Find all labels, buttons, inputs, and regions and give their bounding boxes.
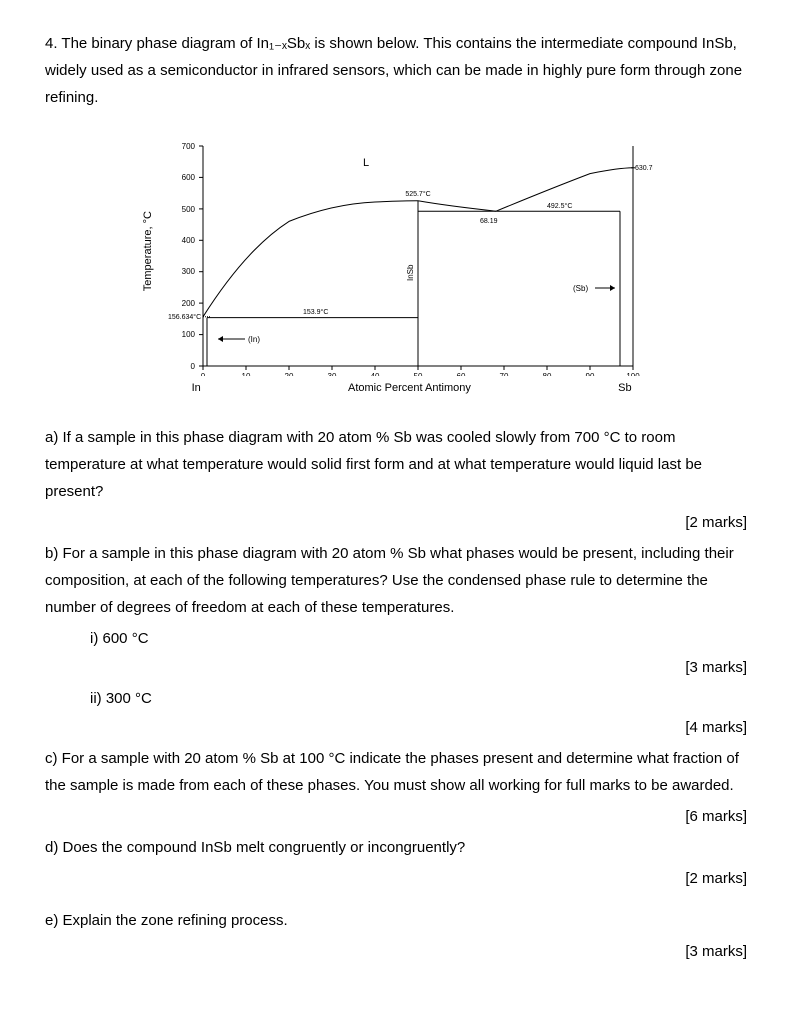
- svg-text:400: 400: [182, 236, 196, 245]
- svg-text:40: 40: [371, 372, 380, 376]
- svg-text:100: 100: [627, 372, 641, 376]
- svg-text:0: 0: [201, 372, 206, 376]
- svg-text:10: 10: [242, 372, 251, 376]
- svg-text:90: 90: [586, 372, 595, 376]
- svg-text:492.5°C: 492.5°C: [547, 202, 572, 210]
- part-d: d) Does the compound InSb melt congruent…: [45, 834, 747, 861]
- svg-text:600: 600: [182, 173, 196, 182]
- part-a: a) If a sample in this phase diagram wit…: [45, 424, 747, 505]
- part-b-i-marks: [3 marks]: [45, 654, 747, 681]
- svg-text:700: 700: [182, 142, 196, 151]
- part-b-ii-marks: [4 marks]: [45, 714, 747, 741]
- svg-text:20: 20: [285, 372, 294, 376]
- svg-text:30: 30: [328, 372, 337, 376]
- svg-text:70: 70: [500, 372, 509, 376]
- svg-text:InSb: InSb: [406, 264, 415, 281]
- part-c: c) For a sample with 20 atom % Sb at 100…: [45, 745, 747, 799]
- question-intro: 4. The binary phase diagram of In₁₋ₓSbₓ …: [45, 30, 747, 111]
- phase-diagram: 0 100 200 300 400 500 600 700 0 10 20: [163, 126, 653, 376]
- svg-text:(Sb): (Sb): [573, 284, 588, 293]
- svg-text:525.7°C: 525.7°C: [406, 190, 431, 198]
- svg-text:50: 50: [414, 372, 423, 376]
- y-axis-label: Temperature, °C: [139, 211, 159, 291]
- part-e-marks: [3 marks]: [45, 938, 747, 965]
- svg-text:300: 300: [182, 267, 196, 276]
- svg-text:0: 0: [191, 362, 196, 371]
- svg-text:L: L: [363, 157, 369, 169]
- x-right-label: Sb: [618, 379, 631, 399]
- part-b-i: i) 600 °C: [45, 625, 747, 652]
- part-c-marks: [6 marks]: [45, 803, 747, 830]
- x-left-label: In: [192, 379, 201, 399]
- x-axis-label: Atomic Percent Antimony: [201, 379, 618, 399]
- part-e: e) Explain the zone refining process.: [45, 907, 747, 934]
- part-b: b) For a sample in this phase diagram wi…: [45, 540, 747, 621]
- part-b-ii: ii) 300 °C: [45, 685, 747, 712]
- svg-text:100: 100: [182, 330, 196, 339]
- svg-text:(In): (In): [248, 335, 260, 344]
- svg-text:80: 80: [543, 372, 552, 376]
- svg-text:630.755°C: 630.755°C: [635, 164, 653, 172]
- svg-text:200: 200: [182, 299, 196, 308]
- diagram-container: Temperature, °C 0 100 200 300 400 5: [45, 126, 747, 399]
- svg-text:68.19: 68.19: [480, 218, 498, 225]
- svg-text:500: 500: [182, 205, 196, 214]
- part-d-marks: [2 marks]: [45, 865, 747, 892]
- svg-text:153.9°C: 153.9°C: [303, 308, 328, 316]
- svg-text:156.634°C: 156.634°C: [168, 313, 201, 321]
- svg-text:60: 60: [457, 372, 466, 376]
- part-a-marks: [2 marks]: [45, 509, 747, 536]
